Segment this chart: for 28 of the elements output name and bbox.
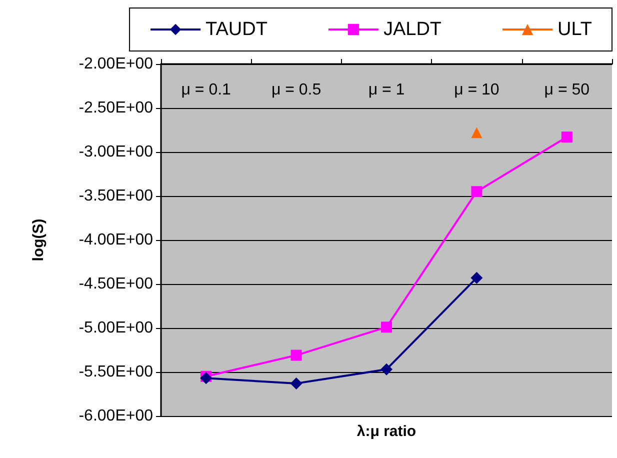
point — [381, 322, 392, 333]
point — [200, 372, 212, 384]
legend-label: ULT — [558, 19, 592, 40]
point — [470, 272, 483, 284]
y-tick-label: -4.50E+00 — [78, 276, 154, 292]
point — [471, 186, 482, 198]
point — [380, 363, 392, 376]
y-tick-label: -5.50E+00 — [78, 364, 154, 380]
x-tick-label: μ = 0.5 — [271, 82, 322, 98]
x-tick-label: μ = 0.1 — [181, 82, 232, 98]
y-tick-label: -2.50E+00 — [78, 100, 154, 116]
point — [561, 132, 572, 143]
y-tick-label: -6.00E+00 — [78, 408, 154, 424]
y-tick-label: -5.00E+00 — [78, 320, 154, 336]
y-tick-label: -3.00E+00 — [78, 144, 154, 160]
legend-label: TAUDT — [206, 19, 268, 40]
x-axis-title: λ:μ ratio — [356, 423, 416, 440]
legend-label: JALDT — [383, 19, 442, 40]
x-tick-label: μ = 1 — [368, 82, 405, 98]
y-tick-label: -2.00E+00 — [78, 56, 154, 72]
point — [290, 377, 302, 390]
y-tick-label: -3.50E+00 — [78, 188, 154, 204]
y-axis-title: log(S) — [30, 218, 47, 262]
point — [290, 350, 302, 361]
x-tick-label: μ = 10 — [454, 82, 500, 98]
y-tick-label: -4.00E+00 — [78, 232, 154, 248]
point — [471, 127, 482, 138]
x-tick-label: μ = 50 — [544, 82, 590, 98]
